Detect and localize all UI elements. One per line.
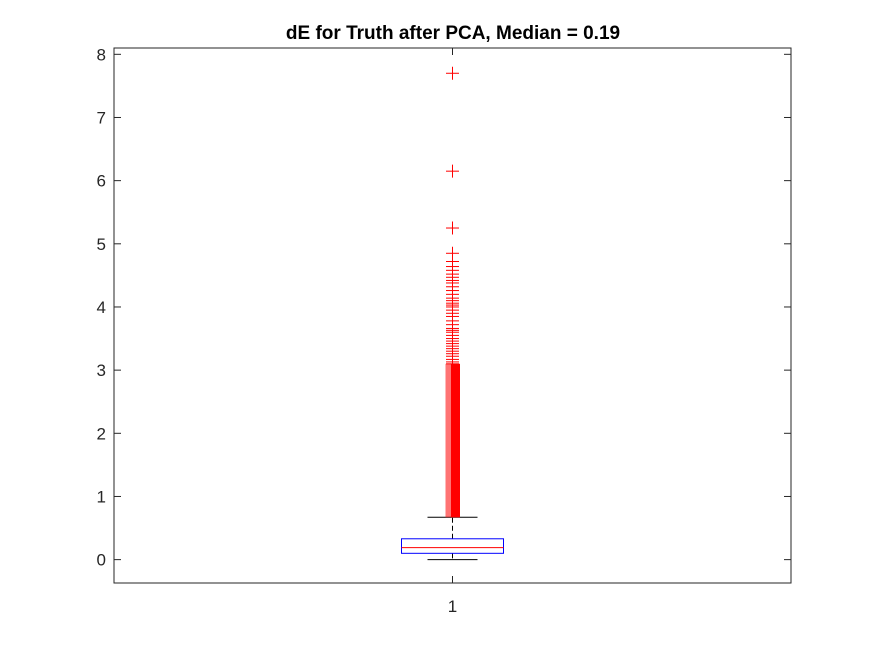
outlier-dense-band-edge [445, 363, 460, 518]
outlier-dense-band [445, 363, 460, 518]
chart-marks [401, 66, 504, 561]
y-tick-label: 6 [97, 172, 106, 191]
x-tick-label: 1 [448, 597, 457, 616]
y-axis: 0 1 2 3 4 5 6 7 8 [97, 45, 791, 570]
y-tick-label: 7 [97, 108, 106, 127]
y-tick-label: 0 [97, 551, 106, 570]
y-tick-label: 8 [97, 45, 106, 64]
x-axis: 1 [448, 48, 457, 616]
outlier-point [446, 246, 459, 260]
iqr-box [401, 538, 504, 554]
y-tick-label: 3 [97, 361, 106, 380]
y-tick-label: 5 [97, 235, 106, 254]
y-tick-label: 2 [97, 424, 106, 443]
y-tick-label: 4 [97, 298, 106, 317]
outlier-point [446, 66, 459, 80]
outlier-point [446, 164, 459, 178]
y-tick-label: 1 [97, 487, 106, 506]
outlier-point [446, 221, 459, 235]
chart-title: dE for Truth after PCA, Median = 0.19 [286, 23, 620, 44]
